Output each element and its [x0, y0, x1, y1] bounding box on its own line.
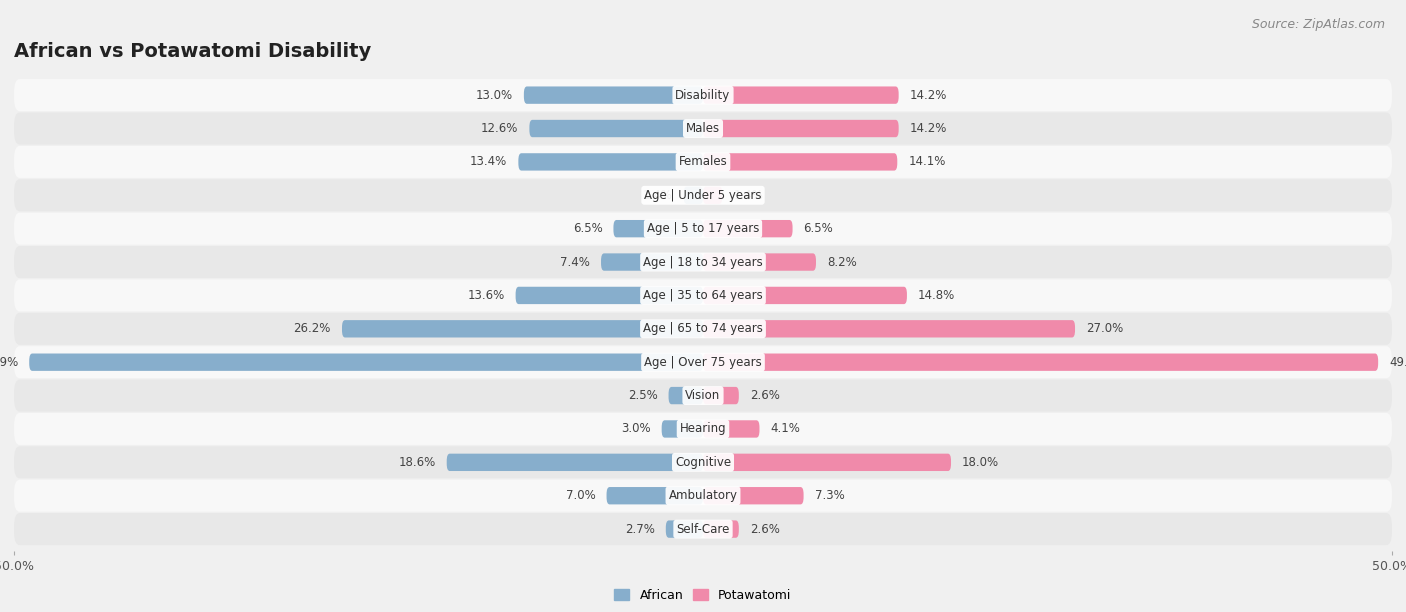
- Text: Age | Over 75 years: Age | Over 75 years: [644, 356, 762, 368]
- Text: Ambulatory: Ambulatory: [668, 489, 738, 502]
- Text: 14.8%: 14.8%: [918, 289, 955, 302]
- Text: Hearing: Hearing: [679, 422, 727, 436]
- Text: 48.9%: 48.9%: [0, 356, 18, 368]
- FancyBboxPatch shape: [530, 120, 703, 137]
- FancyBboxPatch shape: [14, 480, 1392, 512]
- Text: Age | 18 to 34 years: Age | 18 to 34 years: [643, 256, 763, 269]
- Text: Cognitive: Cognitive: [675, 456, 731, 469]
- Text: 7.3%: 7.3%: [814, 489, 845, 502]
- Text: 26.2%: 26.2%: [294, 323, 330, 335]
- FancyBboxPatch shape: [600, 253, 703, 271]
- Text: 14.1%: 14.1%: [908, 155, 946, 168]
- FancyBboxPatch shape: [14, 280, 1392, 312]
- FancyBboxPatch shape: [447, 453, 703, 471]
- FancyBboxPatch shape: [14, 346, 1392, 378]
- FancyBboxPatch shape: [524, 86, 703, 104]
- Text: 18.0%: 18.0%: [962, 456, 1000, 469]
- FancyBboxPatch shape: [14, 179, 1392, 211]
- FancyBboxPatch shape: [703, 153, 897, 171]
- FancyBboxPatch shape: [14, 313, 1392, 345]
- FancyBboxPatch shape: [662, 420, 703, 438]
- Text: Vision: Vision: [685, 389, 721, 402]
- FancyBboxPatch shape: [703, 287, 907, 304]
- Text: 7.4%: 7.4%: [560, 256, 591, 269]
- Text: 18.6%: 18.6%: [398, 456, 436, 469]
- Text: 1.4%: 1.4%: [643, 188, 672, 202]
- FancyBboxPatch shape: [703, 354, 1378, 371]
- Text: Age | Under 5 years: Age | Under 5 years: [644, 188, 762, 202]
- FancyBboxPatch shape: [703, 120, 898, 137]
- FancyBboxPatch shape: [30, 354, 703, 371]
- Text: 13.6%: 13.6%: [467, 289, 505, 302]
- Text: 27.0%: 27.0%: [1085, 323, 1123, 335]
- Text: 6.5%: 6.5%: [804, 222, 834, 235]
- FancyBboxPatch shape: [516, 287, 703, 304]
- Text: 3.0%: 3.0%: [621, 422, 651, 436]
- Text: Males: Males: [686, 122, 720, 135]
- Text: 2.7%: 2.7%: [624, 523, 655, 536]
- Text: 8.2%: 8.2%: [827, 256, 856, 269]
- FancyBboxPatch shape: [666, 520, 703, 538]
- Text: 14.2%: 14.2%: [910, 122, 948, 135]
- FancyBboxPatch shape: [14, 246, 1392, 278]
- FancyBboxPatch shape: [613, 220, 703, 237]
- Text: Self-Care: Self-Care: [676, 523, 730, 536]
- FancyBboxPatch shape: [14, 79, 1392, 111]
- Text: 6.5%: 6.5%: [572, 222, 602, 235]
- FancyBboxPatch shape: [703, 453, 950, 471]
- Text: 2.6%: 2.6%: [749, 389, 780, 402]
- Text: Females: Females: [679, 155, 727, 168]
- FancyBboxPatch shape: [669, 387, 703, 405]
- FancyBboxPatch shape: [606, 487, 703, 504]
- Text: 49.0%: 49.0%: [1389, 356, 1406, 368]
- Text: Age | 65 to 74 years: Age | 65 to 74 years: [643, 323, 763, 335]
- FancyBboxPatch shape: [703, 187, 723, 204]
- Text: 13.0%: 13.0%: [475, 89, 513, 102]
- FancyBboxPatch shape: [14, 113, 1392, 144]
- FancyBboxPatch shape: [14, 513, 1392, 545]
- FancyBboxPatch shape: [703, 320, 1076, 337]
- FancyBboxPatch shape: [703, 420, 759, 438]
- FancyBboxPatch shape: [683, 187, 703, 204]
- FancyBboxPatch shape: [703, 253, 815, 271]
- FancyBboxPatch shape: [14, 446, 1392, 479]
- Legend: African, Potawatomi: African, Potawatomi: [609, 584, 797, 606]
- FancyBboxPatch shape: [14, 212, 1392, 245]
- FancyBboxPatch shape: [703, 220, 793, 237]
- Text: Disability: Disability: [675, 89, 731, 102]
- FancyBboxPatch shape: [14, 379, 1392, 412]
- FancyBboxPatch shape: [703, 387, 738, 405]
- Text: Age | 5 to 17 years: Age | 5 to 17 years: [647, 222, 759, 235]
- Text: 2.6%: 2.6%: [749, 523, 780, 536]
- FancyBboxPatch shape: [703, 520, 738, 538]
- FancyBboxPatch shape: [519, 153, 703, 171]
- FancyBboxPatch shape: [14, 146, 1392, 178]
- FancyBboxPatch shape: [342, 320, 703, 337]
- Text: 7.0%: 7.0%: [565, 489, 596, 502]
- FancyBboxPatch shape: [703, 86, 898, 104]
- FancyBboxPatch shape: [14, 413, 1392, 445]
- Text: 4.1%: 4.1%: [770, 422, 800, 436]
- FancyBboxPatch shape: [703, 487, 804, 504]
- Text: 12.6%: 12.6%: [481, 122, 519, 135]
- Text: 14.2%: 14.2%: [910, 89, 948, 102]
- Text: Source: ZipAtlas.com: Source: ZipAtlas.com: [1251, 18, 1385, 31]
- Text: 1.4%: 1.4%: [734, 188, 763, 202]
- Text: 13.4%: 13.4%: [470, 155, 508, 168]
- Text: African vs Potawatomi Disability: African vs Potawatomi Disability: [14, 42, 371, 61]
- Text: 2.5%: 2.5%: [628, 389, 658, 402]
- Text: Age | 35 to 64 years: Age | 35 to 64 years: [643, 289, 763, 302]
